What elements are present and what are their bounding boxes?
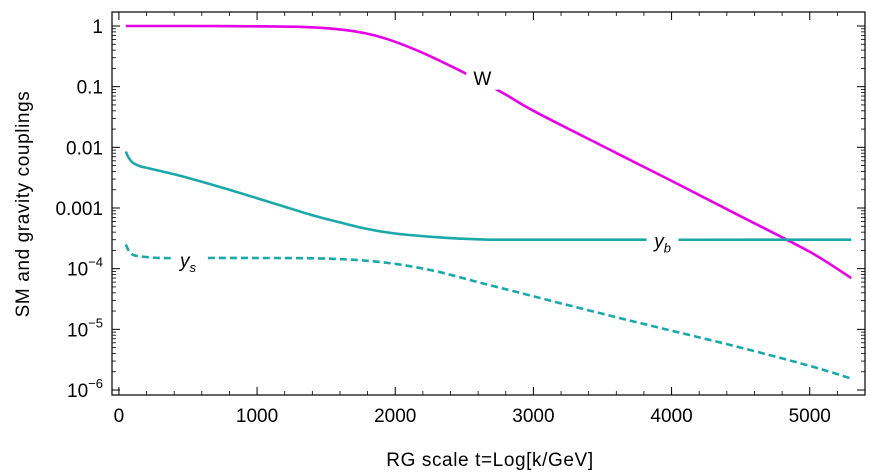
x-tick-label: 0 xyxy=(114,406,125,427)
series-label-bg xyxy=(466,63,499,90)
y-tick-label: 0.01 xyxy=(66,138,103,159)
x-tick-label: 5000 xyxy=(789,406,831,427)
axis-tick-labels: 0 1000 2000 3000 4000 5000 1 0.1 0.01 0.001 10−4 10… xyxy=(55,17,830,427)
series-curves xyxy=(124,24,852,380)
x-tick-label: 2000 xyxy=(374,406,416,427)
series-line-y-b xyxy=(124,151,852,242)
axis-ticks xyxy=(112,12,866,395)
series-label-text: ys xyxy=(178,251,197,275)
series-label-text: yb xyxy=(652,232,671,256)
x-tick-label: 3000 xyxy=(512,406,554,427)
x-tick-label: 1000 xyxy=(236,406,278,427)
series-label-y-s: ys xyxy=(171,245,204,275)
y-tick-label: 1 xyxy=(92,17,103,38)
series-label-text: W xyxy=(473,69,491,90)
y-tick-label: 0.1 xyxy=(77,78,103,99)
series-label-bg xyxy=(171,245,204,272)
y-tick-label: 10−5 xyxy=(67,315,103,341)
series-label-bg xyxy=(646,226,679,253)
x-tick-label: 4000 xyxy=(650,406,692,427)
series-line-y-s xyxy=(124,243,852,380)
plot-frame xyxy=(111,11,866,396)
y-tick-label: 10−6 xyxy=(67,376,103,402)
series-label-w: W xyxy=(466,63,499,90)
y-tick-label: 10−4 xyxy=(67,255,103,281)
y-tick-label: 0.001 xyxy=(55,199,103,220)
x-axis-title: RG scale t=Log[k/GeV] xyxy=(386,450,593,471)
series-label-y-b: yb xyxy=(646,226,679,256)
series-labels: Wyb ys xyxy=(171,63,679,275)
y-axis-title: SM and gravity couplings xyxy=(13,91,34,318)
series-line-w xyxy=(125,24,852,280)
